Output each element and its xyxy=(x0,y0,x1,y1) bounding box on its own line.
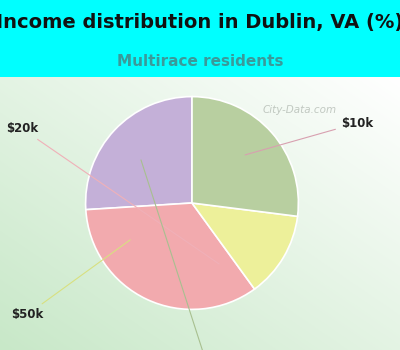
Wedge shape xyxy=(192,97,298,216)
Text: Income distribution in Dublin, VA (%): Income distribution in Dublin, VA (%) xyxy=(0,13,400,32)
Wedge shape xyxy=(86,203,254,309)
Text: $10k: $10k xyxy=(245,117,373,155)
Text: $20k: $20k xyxy=(6,122,219,264)
Wedge shape xyxy=(192,203,298,289)
Text: Multirace residents: Multirace residents xyxy=(117,54,283,69)
Text: $200k: $200k xyxy=(141,160,234,350)
Wedge shape xyxy=(86,97,192,210)
Text: $50k: $50k xyxy=(11,240,130,321)
Text: City-Data.com: City-Data.com xyxy=(263,105,337,115)
